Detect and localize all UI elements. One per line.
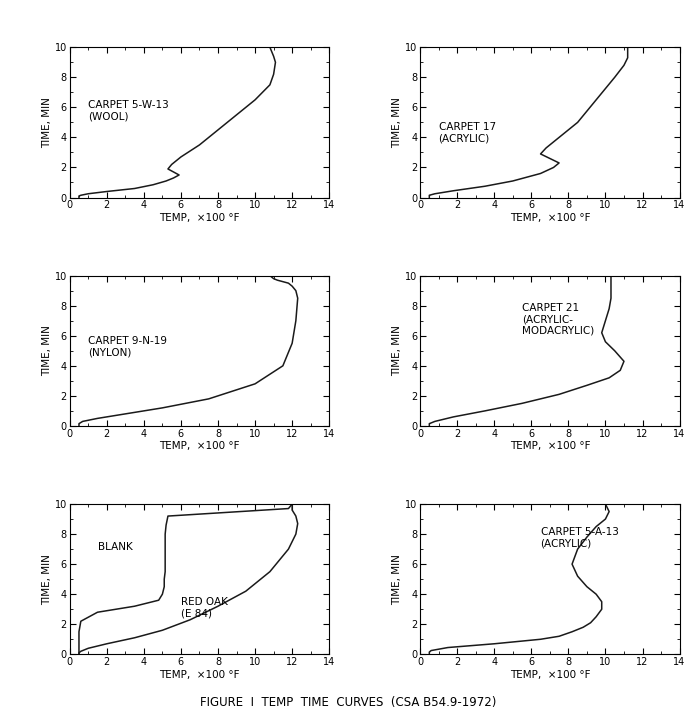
X-axis label: TEMP,  ×100 °F: TEMP, ×100 °F bbox=[510, 441, 590, 451]
X-axis label: TEMP,  ×100 °F: TEMP, ×100 °F bbox=[159, 213, 240, 223]
Y-axis label: TIME, MIN: TIME, MIN bbox=[42, 554, 52, 605]
Text: FIGURE  I  TEMP  TIME  CURVES  (CSA B54.9-1972): FIGURE I TEMP TIME CURVES (CSA B54.9-197… bbox=[200, 696, 497, 709]
Text: CARPET 9-N-19
(NYLON): CARPET 9-N-19 (NYLON) bbox=[89, 336, 167, 358]
Y-axis label: TIME, MIN: TIME, MIN bbox=[392, 97, 402, 148]
Text: CARPET 5-A-13
(ACRYLIC): CARPET 5-A-13 (ACRYLIC) bbox=[541, 526, 618, 548]
X-axis label: TEMP,  ×100 °F: TEMP, ×100 °F bbox=[159, 670, 240, 680]
X-axis label: TEMP,  ×100 °F: TEMP, ×100 °F bbox=[510, 213, 590, 223]
Text: CARPET 5-W-13
(WOOL): CARPET 5-W-13 (WOOL) bbox=[89, 100, 169, 121]
Text: CARPET 17
(ACRYLIC): CARPET 17 (ACRYLIC) bbox=[438, 122, 496, 144]
Text: CARPET 21
(ACRYLIC-
MODACRYLIC): CARPET 21 (ACRYLIC- MODACRYLIC) bbox=[522, 302, 595, 336]
Y-axis label: TIME, MIN: TIME, MIN bbox=[392, 326, 402, 376]
Text: RED OAK
(E 84): RED OAK (E 84) bbox=[181, 597, 228, 619]
X-axis label: TEMP,  ×100 °F: TEMP, ×100 °F bbox=[159, 441, 240, 451]
X-axis label: TEMP,  ×100 °F: TEMP, ×100 °F bbox=[510, 670, 590, 680]
Text: BLANK: BLANK bbox=[98, 542, 132, 552]
Y-axis label: TIME, MIN: TIME, MIN bbox=[392, 554, 402, 605]
Y-axis label: TIME, MIN: TIME, MIN bbox=[42, 326, 52, 376]
Y-axis label: TIME, MIN: TIME, MIN bbox=[42, 97, 52, 148]
